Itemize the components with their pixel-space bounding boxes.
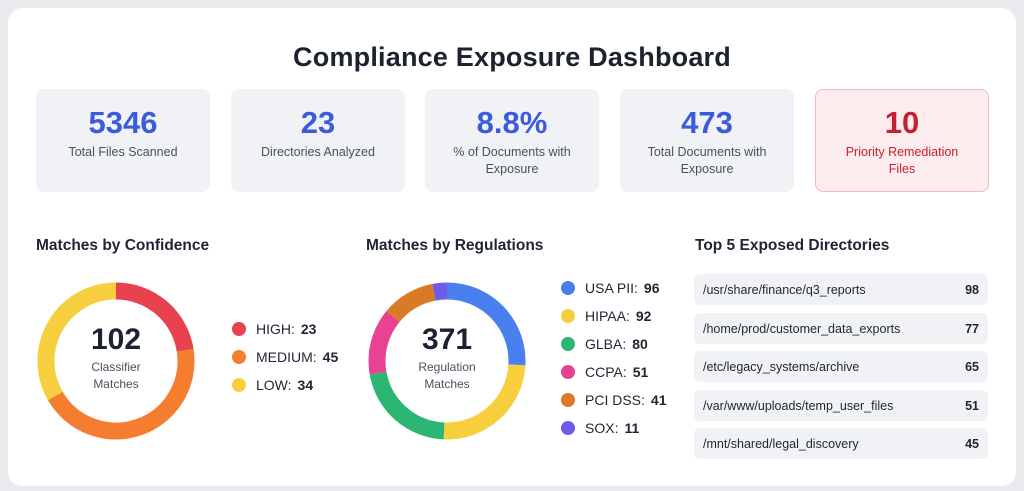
stat-value: 473 xyxy=(681,105,733,140)
legend-text: HIPAA: 92 xyxy=(585,308,651,324)
legend-text: PCI DSS: 41 xyxy=(585,392,666,408)
directory-count: 65 xyxy=(965,360,979,374)
confidence-slice-0 xyxy=(115,282,194,352)
legend-text: MEDIUM: 45 xyxy=(256,349,338,365)
stat-value: 23 xyxy=(300,105,336,140)
regulations-center-label: Regulation Matches xyxy=(418,360,476,391)
regulations-slice-0 xyxy=(446,282,526,366)
confidence-legend: HIGH: 23 MEDIUM: 45 LOW: 34 xyxy=(232,319,352,399)
legend-value: 41 xyxy=(650,392,667,408)
legend-value: 96 xyxy=(643,280,660,296)
legend-value: 51 xyxy=(632,364,649,380)
stat-label: Priority Remediation Files xyxy=(845,145,959,176)
legend-label: LOW: xyxy=(256,377,292,393)
stat-card-priority-remediation: 10 Priority Remediation Files xyxy=(815,89,989,192)
regulations-slice-4 xyxy=(386,283,436,323)
section-title-directories: Top 5 Exposed Directories xyxy=(695,237,890,254)
directory-count: 45 xyxy=(965,437,979,451)
regulations-slice-3 xyxy=(368,311,400,375)
directory-row[interactable]: /usr/share/finance/q3_reports 98 xyxy=(694,274,988,305)
regulations-slice-1 xyxy=(443,364,526,440)
regulations-slice-2 xyxy=(369,371,445,440)
regulations-slice-5 xyxy=(432,282,448,301)
legend-text: SOX: 11 xyxy=(585,420,639,436)
stat-card-exposure-percent: 8.8% % of Documents with Exposure xyxy=(425,89,599,192)
directory-row[interactable]: /var/www/uploads/temp_user_files 51 xyxy=(694,389,988,421)
confidence-total: 102 xyxy=(90,323,142,356)
legend-label: USA PII: xyxy=(585,280,638,296)
section-title-regulations: Matches by Regulations xyxy=(366,237,544,254)
directory-count: 51 xyxy=(965,398,979,413)
section-title-confidence: Matches by Confidence xyxy=(36,237,210,254)
regulations-donut-chart xyxy=(368,282,526,440)
legend-dot-icon xyxy=(561,365,575,379)
legend-text: HIGH: 23 xyxy=(256,321,316,337)
legend-value: 92 xyxy=(635,308,652,324)
legend-dot-icon xyxy=(232,378,246,392)
legend-value: 34 xyxy=(297,377,314,393)
legend-dot-icon xyxy=(232,322,246,336)
directory-count: 98 xyxy=(965,283,979,297)
confidence-slice-1 xyxy=(48,348,195,440)
legend-text: USA PII: 96 xyxy=(585,280,660,296)
legend-dot-icon xyxy=(561,309,575,323)
stat-label: Total Files Scanned xyxy=(68,145,178,159)
stat-card-files-scanned: 5346 Total Files Scanned xyxy=(36,89,210,192)
legend-label: HIPAA: xyxy=(585,308,630,324)
page-title: Compliance Exposure Dashboard xyxy=(293,42,731,72)
stat-value: 5346 xyxy=(88,105,158,140)
directory-path: /home/prod/customer_data_exports xyxy=(703,321,901,336)
stat-value: 8.8% xyxy=(476,105,548,140)
legend-label: PCI DSS: xyxy=(585,392,645,408)
legend-value: 45 xyxy=(322,349,339,365)
legend-label: GLBA: xyxy=(585,336,627,352)
legend-value: 23 xyxy=(300,321,317,337)
legend-label: CCPA: xyxy=(585,364,627,380)
regulations-donut-center: 371 Regulation Matches xyxy=(387,323,507,393)
directory-path: /var/www/uploads/temp_user_files xyxy=(703,398,894,413)
legend-text: CCPA: 51 xyxy=(585,364,648,380)
stat-card-directories: 23 Directories Analyzed xyxy=(231,89,405,192)
regulations-total: 371 xyxy=(421,323,473,356)
dashboard-card: Compliance Exposure Dashboard 5346 Total… xyxy=(8,8,1016,486)
legend-label: MEDIUM: xyxy=(256,349,317,365)
legend-dot-icon xyxy=(561,421,575,435)
directory-path: /usr/share/finance/q3_reports xyxy=(703,283,866,297)
directory-path: /etc/legacy_systems/archive xyxy=(703,360,860,374)
legend-value: 11 xyxy=(624,420,640,436)
stat-label: % of Documents with Exposure xyxy=(453,145,571,176)
legend-value: 80 xyxy=(632,336,648,352)
legend-text: LOW: 34 xyxy=(256,377,313,393)
regulations-legend: USA PII: 96 HIPAA: 92 GLBA: 80 CCPA: 51 PCI DSS:… xyxy=(561,278,681,438)
directory-row[interactable]: /etc/legacy_systems/archive 65 xyxy=(694,351,988,382)
directory-count: 77 xyxy=(965,321,979,336)
stats-row: 5346 Total Files Scanned 23 Directories … xyxy=(36,89,989,192)
directory-row[interactable]: /mnt/shared/legal_discovery 45 xyxy=(694,428,988,459)
directory-path: /mnt/shared/legal_discovery xyxy=(703,437,859,451)
confidence-center-label: Classifier Matches xyxy=(91,360,141,391)
stat-value: 10 xyxy=(884,105,920,140)
confidence-donut-center: 102 Classifier Matches xyxy=(56,323,176,393)
stat-card-exposed-documents: 473 Total Documents with Exposure xyxy=(620,89,794,192)
legend-dot-icon xyxy=(561,393,575,407)
confidence-slice-2 xyxy=(37,282,117,401)
legend-dot-icon xyxy=(232,350,246,364)
confidence-donut-chart xyxy=(37,282,195,440)
legend-label: SOX: xyxy=(585,420,619,436)
directory-row[interactable]: /home/prod/customer_data_exports 77 xyxy=(694,312,988,344)
legend-text: GLBA: 80 xyxy=(585,336,648,352)
legend-label: HIGH: xyxy=(256,321,295,337)
stat-label: Total Documents with Exposure xyxy=(647,145,767,176)
legend-dot-icon xyxy=(561,337,575,351)
stat-label: Directories Analyzed xyxy=(261,145,375,159)
legend-dot-icon xyxy=(561,281,575,295)
